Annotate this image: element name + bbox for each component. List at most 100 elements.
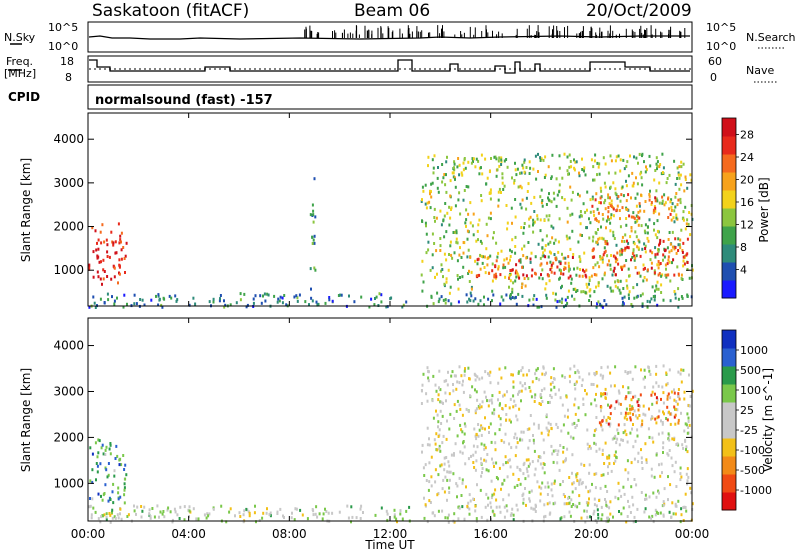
velocity-data-cell <box>606 365 609 369</box>
velocity-data-cell <box>650 417 652 421</box>
power-data-cell <box>594 231 597 235</box>
power-data-cell <box>444 301 447 305</box>
velocity-data-cell <box>499 423 502 427</box>
power-data-cell <box>474 165 477 169</box>
velocity-data-cell <box>543 387 546 391</box>
power-data-cell <box>243 292 246 296</box>
velocity-data-cell <box>444 516 447 520</box>
power-data-cell <box>119 238 122 242</box>
velocity-data-cell <box>500 439 503 443</box>
power-data-cell <box>514 271 517 275</box>
velocity-data-cell <box>359 517 362 520</box>
velocity-data-cell <box>627 391 630 395</box>
velocity-data-cell <box>567 496 570 500</box>
power-data-cell <box>547 255 550 259</box>
power-data-cell <box>586 226 588 230</box>
power-data-cell <box>515 263 518 267</box>
power-data-cell <box>252 297 255 301</box>
velocity-data-cell <box>677 370 680 374</box>
velocity-data-cell <box>428 499 431 503</box>
power-data-cell <box>614 191 617 195</box>
power-data-cell <box>405 300 408 304</box>
power-data-cell <box>502 266 505 270</box>
power-data-cell <box>595 273 598 277</box>
velocity-data-cell <box>639 393 642 397</box>
velocity-data-cell <box>643 385 646 389</box>
velocity-data-cell <box>173 507 176 511</box>
power-data-cell <box>597 300 600 304</box>
velocity-data-cell <box>188 505 191 509</box>
velocity-data-cell <box>105 518 108 522</box>
power-data-cell <box>677 243 680 247</box>
noise-tick-bottom-left: 10^0 <box>48 40 78 53</box>
velocity-data-cell <box>533 441 535 445</box>
power-data-cell <box>655 162 658 166</box>
power-data-cell <box>684 205 687 209</box>
power-data-cell <box>553 197 556 201</box>
velocity-data-cell <box>480 424 483 428</box>
power-data-cell <box>660 172 663 176</box>
velocity-data-cell <box>350 520 352 524</box>
power-data-cell <box>628 290 631 294</box>
velocity-data-cell <box>557 449 560 453</box>
velocity-data-cell <box>248 514 251 518</box>
velocity-data-cell <box>603 462 606 465</box>
velocity-data-cell <box>470 454 472 458</box>
power-data-cell <box>633 296 636 300</box>
velocity-data-cell <box>558 468 561 472</box>
velocity-data-cell <box>386 518 389 522</box>
velocity-data-cell <box>524 387 527 391</box>
velocity-data-cell <box>585 485 587 489</box>
power-data-cell <box>673 209 676 213</box>
power-data-cell <box>491 299 493 303</box>
velocity-data-cell <box>481 400 484 404</box>
power-data-cell <box>578 174 581 178</box>
power-data-cell <box>487 256 490 260</box>
power-data-cell <box>512 281 515 285</box>
power-data-cell <box>592 210 595 214</box>
velocity-data-cell <box>113 469 116 473</box>
velocity-data-cell <box>667 453 670 457</box>
velocity-data-cell <box>437 398 440 402</box>
power-data-cell <box>668 207 671 211</box>
velocity-data-cell <box>510 446 513 450</box>
power-data-cell <box>678 187 681 191</box>
power-data-cell <box>106 255 109 258</box>
power-data-cell <box>328 296 331 299</box>
power-data-cell <box>571 229 574 233</box>
velocity-data-cell <box>549 382 552 386</box>
velocity-data-cell <box>573 364 576 368</box>
velocity-data-cell <box>472 453 475 457</box>
power-data-cell <box>635 204 638 208</box>
colorbar-segment <box>722 420 736 439</box>
velocity-data-cell <box>107 499 110 503</box>
power-data-cell <box>655 284 658 288</box>
power-data-cell <box>654 253 657 257</box>
power-data-cell <box>585 268 588 272</box>
velocity-data-cell <box>629 407 631 411</box>
power-data-cell <box>566 206 569 210</box>
velocity-data-cell <box>547 421 550 425</box>
velocity-data-cell <box>463 373 466 377</box>
power-data-cell <box>460 171 463 175</box>
power-data-cell <box>92 250 95 254</box>
power-data-cell <box>529 260 532 264</box>
power-data-cell <box>97 238 100 242</box>
power-data-cell <box>652 208 655 212</box>
power-data-cell <box>630 196 632 200</box>
power-data-cell <box>476 262 479 266</box>
power-data-cell <box>631 255 634 259</box>
velocity-data-cell <box>644 497 646 501</box>
power-data-cell <box>514 279 517 283</box>
power-data-cell <box>500 158 503 162</box>
power-data-cell <box>514 235 517 239</box>
power-data-cell <box>223 299 225 303</box>
velocity-data-cell <box>550 376 553 380</box>
velocity-data-cell <box>497 414 500 418</box>
velocity-data-cell <box>516 465 519 469</box>
velocity-data-cell <box>602 374 605 378</box>
velocity-data-cell <box>544 514 547 518</box>
beam-title: Beam 06 <box>354 1 430 21</box>
velocity-data-cell <box>686 450 689 454</box>
velocity-data-cell <box>583 463 586 467</box>
